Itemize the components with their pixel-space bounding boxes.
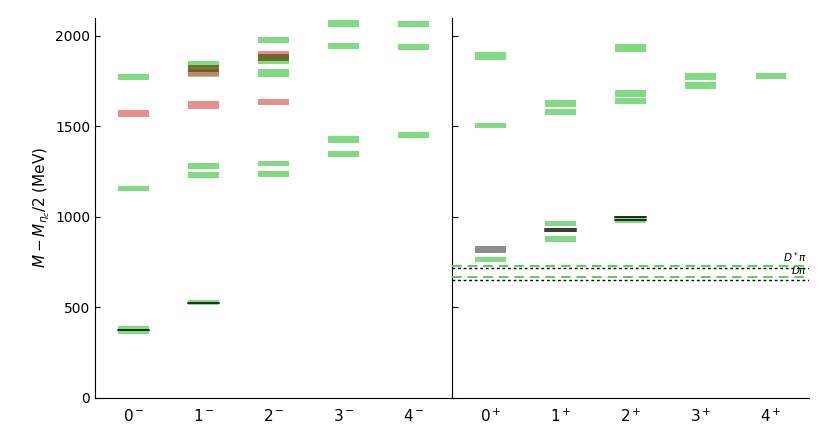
Y-axis label: $M - M_{\eta_c}/2$ (MeV): $M - M_{\eta_c}/2$ (MeV) bbox=[31, 147, 52, 268]
Bar bbox=[686, 83, 716, 89]
Bar bbox=[259, 51, 289, 58]
Bar bbox=[756, 72, 786, 79]
Bar bbox=[259, 99, 289, 106]
Bar bbox=[188, 172, 219, 178]
Text: $D\pi$: $D\pi$ bbox=[791, 264, 807, 276]
Bar bbox=[545, 109, 577, 115]
Bar bbox=[615, 98, 646, 104]
Bar bbox=[188, 65, 219, 72]
Bar bbox=[398, 44, 430, 50]
Bar bbox=[188, 101, 219, 109]
Bar bbox=[118, 74, 149, 80]
Bar bbox=[118, 326, 149, 334]
Bar bbox=[188, 69, 219, 76]
Bar bbox=[686, 73, 716, 80]
Bar bbox=[259, 54, 289, 61]
Bar bbox=[545, 100, 577, 107]
Bar bbox=[259, 171, 289, 177]
Bar bbox=[398, 21, 430, 27]
Bar bbox=[545, 221, 577, 226]
Bar bbox=[259, 161, 289, 167]
Bar bbox=[259, 37, 289, 43]
Bar bbox=[475, 246, 506, 253]
Bar bbox=[545, 236, 577, 242]
Bar bbox=[328, 151, 359, 157]
Bar bbox=[188, 61, 219, 68]
Bar bbox=[615, 91, 646, 97]
Bar bbox=[259, 57, 289, 64]
Text: $D^*\pi$: $D^*\pi$ bbox=[784, 251, 807, 264]
Bar bbox=[328, 136, 359, 143]
Bar bbox=[118, 186, 149, 191]
Bar bbox=[188, 301, 219, 305]
Bar bbox=[188, 70, 219, 77]
Bar bbox=[328, 43, 359, 50]
Bar bbox=[475, 53, 506, 60]
Bar bbox=[259, 69, 289, 76]
Bar bbox=[328, 20, 359, 27]
Bar bbox=[475, 123, 506, 129]
Bar bbox=[398, 132, 430, 138]
Bar bbox=[475, 257, 506, 262]
Bar bbox=[118, 110, 149, 117]
Bar bbox=[615, 216, 646, 223]
Bar bbox=[615, 44, 646, 52]
Bar bbox=[188, 163, 219, 169]
